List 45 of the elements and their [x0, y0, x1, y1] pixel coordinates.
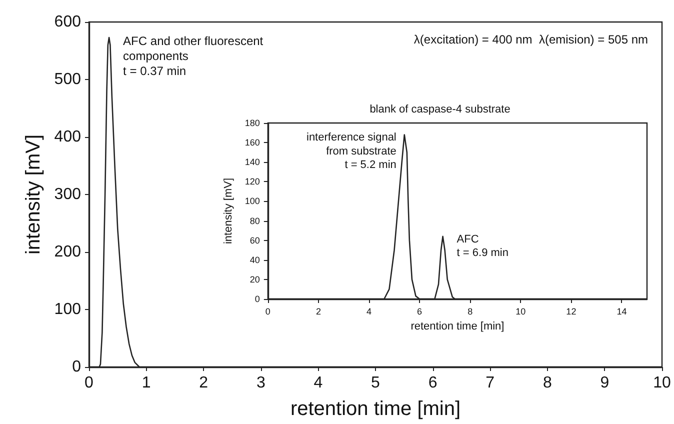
- x-axis-title: retention time [min]: [410, 320, 504, 332]
- y-tick-label: 160: [244, 138, 260, 148]
- y-axis-title: intensity [mV]: [22, 134, 44, 255]
- x-tick-label: 14: [616, 306, 627, 316]
- x-tick-label: 8: [542, 374, 552, 392]
- y-tick-label: 20: [250, 274, 260, 284]
- y-tick-label: 0: [254, 294, 260, 304]
- y-tick-label: 80: [250, 216, 260, 226]
- x-tick-label: 4: [366, 306, 372, 316]
- y-axis-title: intensity [mV]: [222, 178, 234, 244]
- annotation: interference signal from substrate t = 5.2 min: [306, 132, 396, 172]
- y-tick-label: 100: [244, 196, 260, 206]
- x-tick-label: 3: [256, 374, 266, 392]
- x-tick-label: 8: [468, 306, 473, 316]
- y-tick-label: 140: [244, 157, 260, 168]
- y-tick-label: 180: [244, 118, 260, 128]
- y-tick-label: 60: [250, 235, 260, 246]
- y-tick-label: 300: [54, 186, 82, 203]
- y-tick-label: 400: [54, 128, 82, 146]
- x-tick-label: 9: [600, 374, 610, 392]
- x-tick-label: 7: [486, 374, 495, 392]
- y-tick-label: 500: [54, 71, 82, 88]
- x-tick-label: 2: [199, 374, 208, 392]
- y-tick-label: 120: [244, 176, 260, 187]
- x-tick-label: 6: [428, 374, 438, 392]
- x-tick-label: 0: [84, 374, 94, 392]
- x-tick-label: 12: [566, 306, 576, 316]
- x-tick-label: 10: [516, 306, 526, 316]
- x-tick-label: 1: [142, 374, 151, 392]
- annotation: AFC t = 6.9 min: [456, 233, 508, 260]
- y-tick-label: 600: [54, 14, 82, 30]
- chart-title: blank of caspase-4 substrate: [370, 104, 510, 116]
- annotation: λ(excitation) = 400 nm λ(emision) = 505 nm: [414, 32, 648, 46]
- x-tick-label: 6: [417, 306, 422, 316]
- x-tick-label: 4: [314, 374, 323, 392]
- x-tick-label: 5: [371, 374, 380, 392]
- x-tick-label: 2: [316, 306, 321, 316]
- y-tick-label: 100: [54, 301, 82, 318]
- y-tick-label: 0: [72, 358, 82, 376]
- x-axis-title: retention time [min]: [290, 398, 461, 420]
- y-tick-label: 40: [250, 254, 260, 265]
- x-tick-label: 0: [265, 306, 270, 316]
- y-tick-label: 200: [54, 244, 82, 260]
- annotation: AFC and other fluorescent components t = 0.37 min: [123, 34, 264, 78]
- x-tick-label: 10: [653, 374, 671, 392]
